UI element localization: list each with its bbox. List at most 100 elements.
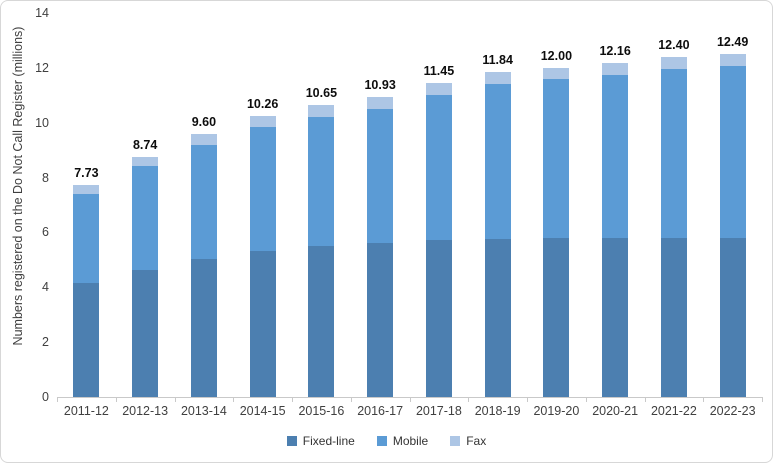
stacked-bar: [190, 133, 217, 397]
y-axis-tick-label: 10: [35, 115, 49, 130]
legend: Fixed-line Mobile Fax: [1, 434, 772, 448]
plot-area: 7.73 2011-12 8.74 2012-13 9.60 2013-14 10.26 20…: [57, 13, 762, 418]
data-label: 7.73: [74, 165, 99, 180]
stacked-bar: [484, 72, 511, 397]
data-label: 12.16: [599, 44, 631, 59]
legend-swatch-mobile: [376, 436, 387, 446]
x-axis-tick: [58, 398, 117, 402]
bar-segment-fax: [132, 157, 159, 167]
x-axis-tick: [528, 398, 587, 402]
x-axis-category-label: 2021-22: [650, 404, 697, 418]
stacked-bar: [543, 67, 570, 397]
stacked-bar: [308, 104, 335, 397]
bar-column: 10.93 2016-17: [351, 13, 410, 418]
data-label: 12.40: [658, 37, 690, 52]
bar-segment-mobile: [543, 79, 570, 239]
legend-label-mobile: Mobile: [392, 434, 429, 448]
bar-column: 9.60 2013-14: [175, 13, 234, 418]
bar-column: 12.49 2022-23: [703, 13, 762, 418]
data-label: 10.65: [305, 85, 338, 100]
stacked-bar: [73, 184, 100, 397]
x-axis-category-label: 2012-13: [122, 404, 169, 418]
x-axis-tick: [704, 398, 763, 402]
legend-item-fixed-line: Fixed-line: [286, 434, 355, 448]
x-axis-tick: [646, 398, 705, 402]
bar-segment-mobile: [132, 166, 159, 271]
legend-item-fax: Fax: [450, 434, 486, 448]
legend-swatch-fixed-line: [286, 436, 297, 446]
x-axis-tick: [293, 398, 352, 402]
bar-column: 11.45 2017-18: [410, 13, 469, 418]
bar-segment-fax: [425, 82, 452, 95]
bar-segment-fixed-line: [425, 240, 452, 397]
legend-label-fax: Fax: [466, 434, 487, 448]
bar-column: 12.00 2019-20: [527, 13, 586, 418]
bar-segment-mobile: [190, 144, 217, 260]
legend-swatch-fax: [450, 436, 461, 446]
y-axis: 0 2 4 6 8 10 12 14: [9, 6, 49, 404]
x-axis-tick: [411, 398, 470, 402]
x-axis-category-label: 2020-21: [592, 404, 639, 418]
bar-segment-mobile: [660, 68, 687, 239]
stacked-bar: [425, 82, 452, 397]
bar-segment-fax: [73, 184, 100, 195]
bar-column: 7.73 2011-12: [57, 13, 116, 418]
data-label: 11.84: [482, 53, 513, 68]
bar-segment-mobile: [73, 194, 100, 284]
bar-segment-mobile: [484, 84, 511, 240]
data-label: 10.26: [246, 96, 279, 111]
x-axis-tick: [469, 398, 528, 402]
bar-segment-fax: [308, 104, 335, 118]
bar-segment-mobile: [602, 75, 629, 238]
x-axis-category-label: 2019-20: [533, 404, 580, 418]
x-axis-line: [57, 397, 763, 402]
bar-segment-fax: [484, 72, 511, 85]
x-axis-category-label: 2013-14: [180, 404, 227, 418]
bar-segment-fax: [249, 115, 276, 128]
bar-segment-mobile: [308, 117, 335, 247]
bar-segment-fixed-line: [367, 242, 394, 397]
data-label: 11.45: [423, 63, 455, 78]
x-axis-tick: [176, 398, 235, 402]
y-axis-tick-label: 12: [35, 60, 49, 75]
bar-column: 11.84 2018-19: [468, 13, 527, 418]
bar-segment-mobile: [719, 65, 746, 238]
y-axis-tick-label: 2: [42, 335, 49, 350]
bar-segment-fixed-line: [308, 246, 335, 397]
data-label: 10.93: [364, 78, 396, 93]
bar-segment-fixed-line: [132, 270, 159, 397]
bar-segment-fixed-line: [73, 283, 100, 397]
bar-column: 12.40 2021-22: [645, 13, 704, 418]
stacked-bar: [660, 56, 687, 397]
y-axis-tick-label: 0: [42, 390, 49, 404]
bar-segment-fixed-line: [484, 239, 511, 397]
stacked-bar: [249, 115, 276, 397]
bar-segment-fax: [719, 54, 746, 66]
x-axis-tick: [352, 398, 411, 402]
x-axis-category-label: 2018-19: [474, 404, 521, 418]
bar-segment-fixed-line: [719, 237, 746, 397]
x-axis-category-label: 2016-17: [357, 404, 404, 418]
y-axis-tick-label: 6: [42, 225, 49, 240]
x-axis-category-label: 2017-18: [415, 404, 462, 418]
stacked-bar: [132, 157, 159, 397]
bar-segment-mobile: [425, 94, 452, 241]
bar-segment-fax: [543, 67, 570, 80]
bar-segment-fax: [367, 97, 394, 109]
x-axis-tick: [234, 398, 293, 402]
bar-segment-mobile: [249, 127, 276, 251]
bar-segment-mobile: [367, 108, 394, 243]
legend-label-fixed-line: Fixed-line: [302, 434, 355, 448]
bar-segment-fax: [660, 56, 687, 69]
x-axis-category-label: 2011-12: [63, 404, 109, 418]
bar-segment-fixed-line: [660, 238, 687, 397]
data-label: 12.49: [716, 35, 749, 50]
y-axis-tick-label: 14: [35, 6, 49, 20]
legend-item-mobile: Mobile: [376, 434, 429, 448]
x-axis-tick: [587, 398, 646, 402]
stacked-bar: [719, 54, 746, 397]
data-label: 9.60: [191, 114, 217, 129]
x-axis-tick: [117, 398, 176, 402]
bar-segment-fixed-line: [543, 238, 570, 397]
